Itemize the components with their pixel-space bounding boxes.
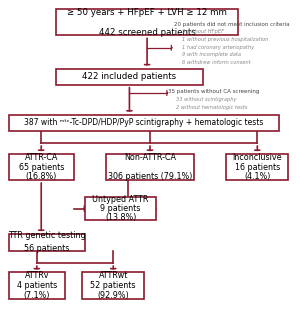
FancyBboxPatch shape	[9, 272, 65, 299]
Text: 2 without hematologic tests: 2 without hematologic tests	[176, 105, 248, 110]
Text: 52 patients: 52 patients	[91, 281, 136, 290]
Text: TTR genetic testing: TTR genetic testing	[8, 231, 86, 241]
Text: ATTRv: ATTRv	[25, 271, 49, 280]
FancyBboxPatch shape	[56, 69, 203, 85]
Text: 4 patients: 4 patients	[17, 281, 57, 290]
Text: 306 patients (79.1%): 306 patients (79.1%)	[108, 172, 192, 181]
Text: Untyped ATTR: Untyped ATTR	[92, 195, 149, 204]
Text: 65 patients: 65 patients	[19, 163, 64, 171]
Text: 6 withdrew inform consent: 6 withdrew inform consent	[182, 60, 251, 65]
Text: 442 screened patients: 442 screened patients	[99, 28, 196, 37]
Text: (16.8%): (16.8%)	[26, 172, 57, 181]
Text: 9 patients: 9 patients	[100, 204, 141, 213]
FancyBboxPatch shape	[85, 197, 156, 220]
FancyBboxPatch shape	[226, 154, 288, 180]
Text: 56 patients: 56 patients	[24, 244, 70, 253]
Text: 422 included patients: 422 included patients	[82, 72, 176, 81]
Text: 20 patients did not meet inclusion criteria: 20 patients did not meet inclusion crite…	[173, 22, 289, 27]
Text: 387 with ᵐᵗᶜ-Tc-DPD/HDP/PyP scintigraphy + hematologic tests: 387 with ᵐᵗᶜ-Tc-DPD/HDP/PyP scintigraphy…	[24, 118, 264, 127]
Text: 35 patients without CA screening: 35 patients without CA screening	[168, 89, 259, 94]
Text: Inconclusive: Inconclusive	[232, 153, 282, 162]
Text: (13.8%): (13.8%)	[105, 213, 136, 222]
Text: 3 without HFpEF: 3 without HFpEF	[182, 29, 224, 34]
Text: Non-ATTR-CA: Non-ATTR-CA	[124, 153, 176, 162]
Text: 1 without previous hospitalization: 1 without previous hospitalization	[182, 37, 269, 42]
Text: 16 patients: 16 patients	[235, 163, 280, 171]
Text: (7.1%): (7.1%)	[24, 291, 50, 300]
FancyBboxPatch shape	[82, 272, 144, 299]
Text: 1 had coronary arteriopathy: 1 had coronary arteriopathy	[182, 45, 254, 50]
FancyBboxPatch shape	[9, 234, 85, 251]
Text: ATTRwt: ATTRwt	[99, 271, 128, 280]
Text: ≥ 50 years + HFpEF + LVH ≥ 12 mm: ≥ 50 years + HFpEF + LVH ≥ 12 mm	[67, 8, 227, 17]
FancyBboxPatch shape	[106, 154, 194, 180]
Text: ATTR-CA: ATTR-CA	[25, 153, 58, 162]
Text: (92.9%): (92.9%)	[98, 291, 129, 300]
Text: 33 without scintigraphy: 33 without scintigraphy	[176, 97, 237, 102]
FancyBboxPatch shape	[56, 9, 238, 35]
Text: 9 with incomplete data: 9 with incomplete data	[182, 52, 241, 57]
FancyBboxPatch shape	[9, 154, 74, 180]
Text: (4.1%): (4.1%)	[244, 172, 271, 181]
FancyBboxPatch shape	[9, 115, 279, 131]
